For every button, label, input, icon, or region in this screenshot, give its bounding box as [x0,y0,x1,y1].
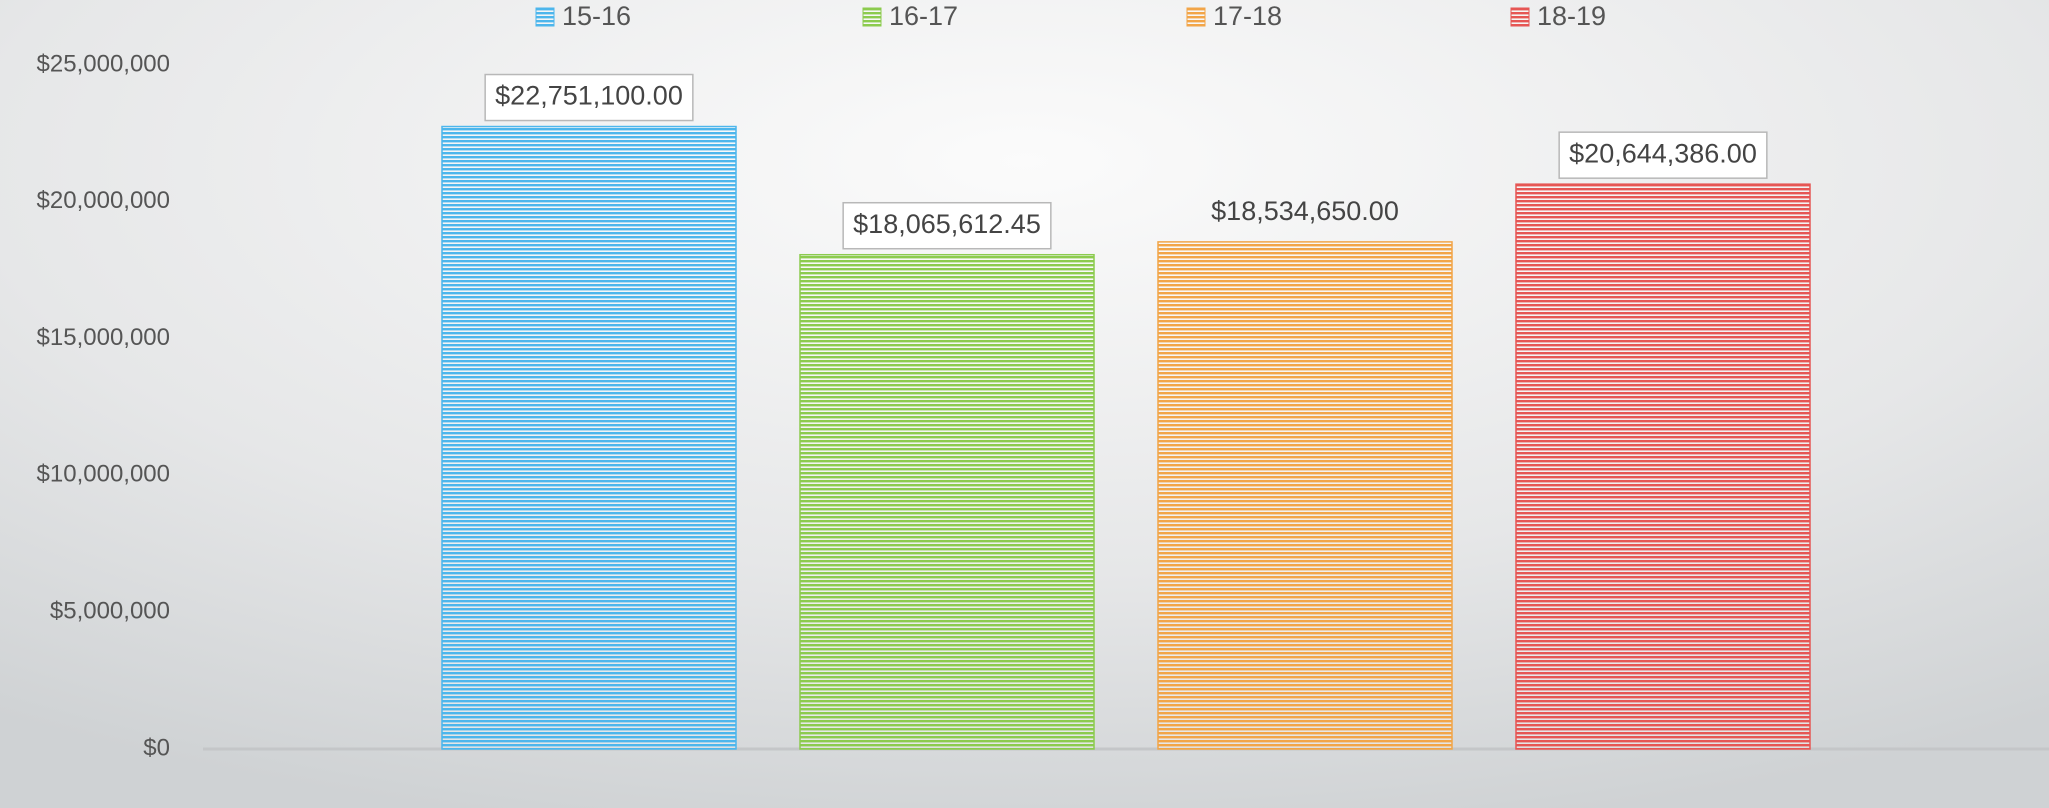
y-tick-label: $20,000,000 [37,187,170,214]
legend-swatch [1510,7,1530,27]
data-label-box [1558,131,1768,179]
legend-swatch [1186,7,1206,27]
data-label: $20,644,386.00 [1569,138,1757,168]
bar [441,125,737,750]
bar [799,253,1095,750]
y-tick-label: $5,000,000 [50,598,170,625]
data-label-box [484,73,694,122]
data-label-box [842,201,1052,250]
y-tick-label: $0 [143,734,170,761]
legend-swatch [862,7,882,27]
legend-label: 15-16 [562,1,631,31]
y-tick-label: $15,000,000 [37,324,170,351]
bar [1157,241,1453,750]
legend-label: 17-18 [1213,1,1282,31]
data-label: $22,751,100.00 [495,81,683,111]
data-label: $18,534,650.00 [1211,196,1399,226]
data-label: $18,065,612.45 [853,209,1041,239]
y-tick-label: $25,000,000 [37,50,170,77]
legend-label: 16-17 [889,1,958,31]
bar [1515,183,1811,750]
y-tick-label: $10,000,000 [37,461,170,488]
legend-swatch [535,7,555,27]
legend-label: 18-19 [1537,1,1606,31]
